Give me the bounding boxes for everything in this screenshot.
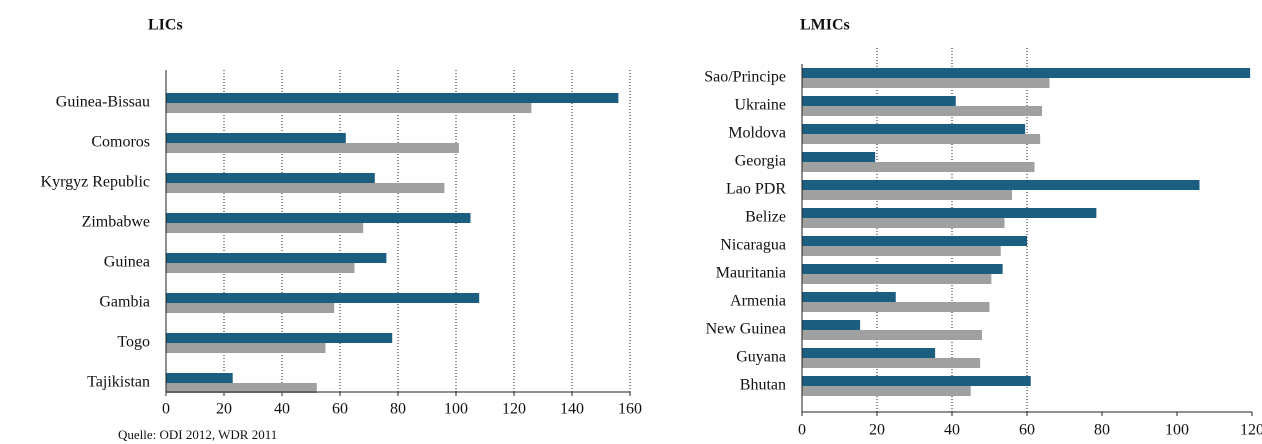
bar (166, 183, 445, 193)
x-tick-label: 80 (390, 401, 406, 418)
bar (166, 133, 346, 143)
bar (166, 263, 355, 273)
bar (166, 293, 480, 303)
bar (166, 93, 619, 103)
bar (166, 173, 375, 183)
x-tick-label: 60 (332, 401, 348, 418)
bar (802, 124, 1026, 134)
y-tick-label: Armenia (730, 293, 786, 310)
bar (802, 68, 1251, 78)
bar (802, 78, 1050, 88)
bar (802, 180, 1200, 190)
bar (166, 303, 335, 313)
bar (802, 190, 1012, 200)
bar (802, 208, 1097, 218)
y-tick-label: Bhutan (740, 377, 786, 394)
x-tick-label: 100 (1165, 422, 1189, 439)
bar (802, 162, 1035, 172)
y-tick-label: Lao PDR (726, 181, 786, 198)
bar (802, 358, 981, 368)
x-tick-label: 40 (944, 422, 960, 439)
bar (802, 330, 982, 340)
bar (802, 134, 1041, 144)
bar (166, 333, 393, 343)
x-tick-label: 40 (274, 401, 290, 418)
bar (166, 373, 233, 383)
bar (802, 246, 1001, 256)
bar (166, 143, 459, 153)
bar (802, 236, 1027, 246)
y-tick-label: Guinea (104, 254, 150, 271)
x-tick-label: 140 (560, 401, 584, 418)
bar (802, 152, 876, 162)
bar (166, 343, 326, 353)
bar (166, 383, 317, 393)
bar (802, 348, 936, 358)
x-tick-label: 0 (798, 422, 806, 439)
bar (802, 264, 1003, 274)
x-tick-label: 80 (1094, 422, 1110, 439)
y-tick-label: Georgia (735, 153, 786, 170)
bar (166, 103, 532, 113)
x-tick-label: 20 (216, 401, 232, 418)
y-tick-label: Sao/Principe (704, 69, 786, 86)
y-tick-label: Belize (745, 209, 786, 226)
bar (166, 223, 364, 233)
y-tick-label: Ukraine (734, 97, 786, 114)
x-tick-label: 20 (869, 422, 885, 439)
bar (166, 213, 471, 223)
y-tick-label: Tajikistan (87, 374, 150, 391)
chart-title: LICs (148, 17, 183, 34)
x-tick-label: 0 (162, 401, 170, 418)
y-tick-label: New Guinea (706, 321, 786, 338)
y-tick-label: Zimbabwe (82, 214, 150, 231)
source-note: Quelle: ODI 2012, WDR 2011 (118, 427, 277, 442)
bar (802, 218, 1005, 228)
bar (802, 386, 971, 396)
bar (802, 274, 992, 284)
bar (802, 96, 956, 106)
bar (802, 302, 990, 312)
x-tick-label: 160 (618, 401, 642, 418)
y-tick-label: Comoros (91, 134, 150, 151)
y-tick-label: Mauritania (716, 265, 786, 282)
bar (802, 320, 861, 330)
bar (802, 106, 1042, 116)
y-tick-label: Guinea-Bissau (56, 94, 150, 111)
y-tick-label: Kyrgyz Republic (41, 174, 150, 191)
chart-title: LMICs (800, 17, 850, 34)
y-tick-label: Moldova (728, 125, 786, 142)
x-tick-label: 100 (444, 401, 468, 418)
bar (802, 376, 1031, 386)
y-tick-label: Nicaragua (720, 237, 786, 254)
x-tick-label: 60 (1019, 422, 1035, 439)
bar (802, 292, 896, 302)
x-tick-label: 120 (1240, 422, 1262, 439)
y-tick-label: Guyana (736, 349, 786, 366)
y-tick-label: Gambia (99, 294, 150, 311)
x-tick-label: 120 (502, 401, 526, 418)
y-tick-label: Togo (117, 334, 150, 351)
bar (166, 253, 387, 263)
